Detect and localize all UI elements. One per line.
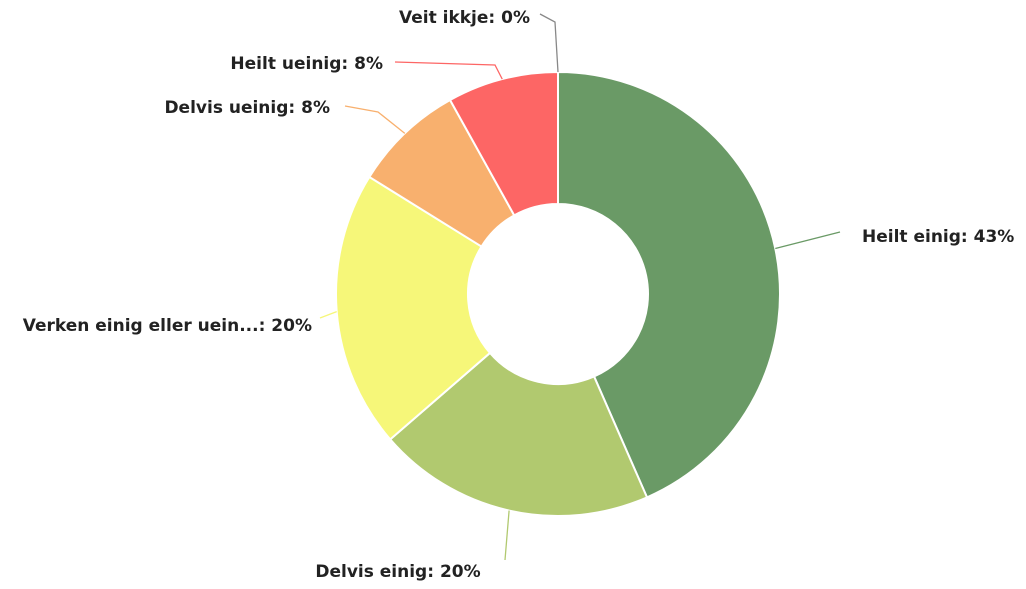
label-connector (344, 105, 406, 134)
label-connector (394, 61, 503, 80)
label-connector (539, 13, 559, 73)
data-label: Heilt einig: 43% (862, 227, 1014, 247)
data-label: Heilt ueinig: 8% (230, 54, 383, 74)
data-label: Delvis einig: 20% (315, 562, 480, 582)
data-label: Verken einig eller uein...: 20% (23, 316, 312, 336)
data-label: Delvis ueinig: 8% (164, 98, 330, 118)
donut-slice (388, 351, 649, 517)
label-connector (319, 310, 337, 319)
donut-slice (557, 70, 781, 499)
data-label: Veit ikkje: 0% (399, 8, 530, 28)
label-connector (504, 510, 510, 561)
label-connector (775, 231, 841, 250)
donut-slice (335, 175, 492, 441)
